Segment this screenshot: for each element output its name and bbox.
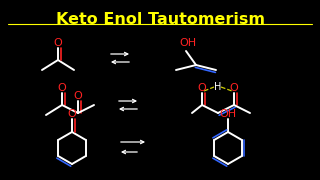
Text: OH: OH — [180, 38, 196, 48]
Text: H: H — [214, 82, 222, 92]
Text: O: O — [54, 38, 62, 48]
Text: O: O — [68, 109, 76, 119]
Text: O: O — [230, 83, 238, 93]
Text: OH: OH — [220, 109, 236, 119]
Text: O: O — [198, 83, 206, 93]
Text: O: O — [58, 83, 66, 93]
Text: O: O — [74, 91, 82, 101]
Text: Keto Enol Tautomerism: Keto Enol Tautomerism — [55, 12, 265, 27]
